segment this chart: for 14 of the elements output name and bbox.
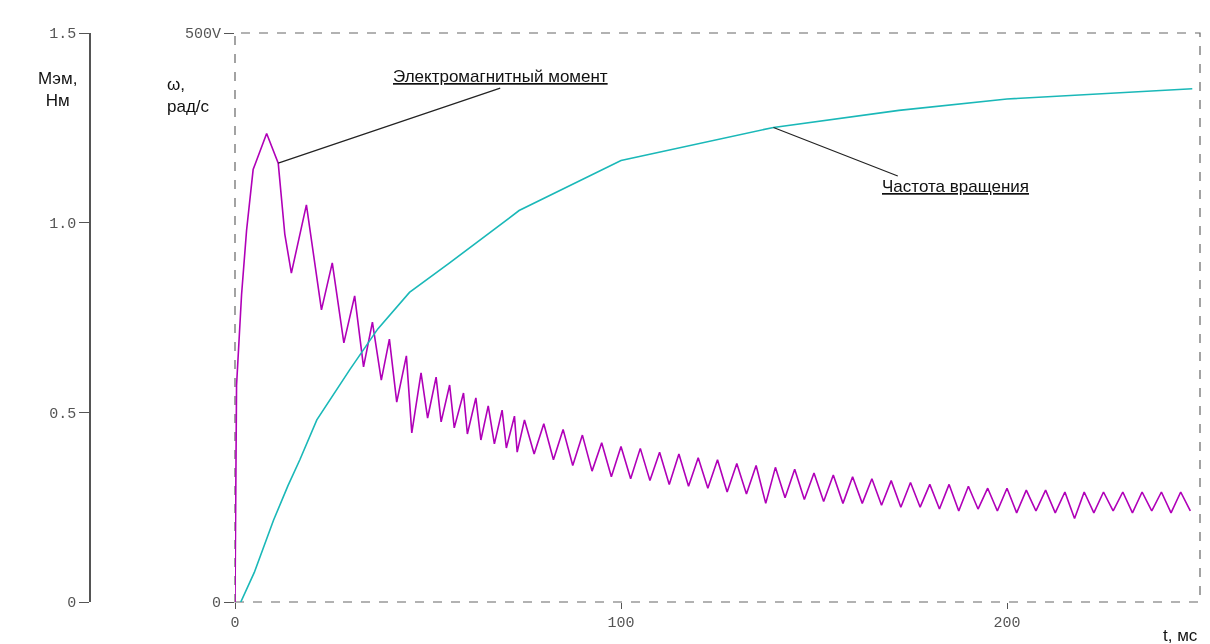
- annotation: Частота вращения: [882, 177, 1030, 196]
- x-tick-label: 0: [230, 615, 240, 632]
- x-tick-label: 200: [993, 615, 1021, 632]
- annotation: Электромагнитный момент: [393, 67, 608, 86]
- x-axis-title: t, мс: [1163, 626, 1198, 644]
- y-tick-label: 1.5: [49, 26, 77, 44]
- y-tick-label: 0.5: [49, 405, 77, 423]
- y-axis-title: Мэм, Нм: [38, 69, 78, 111]
- y-tick-label: 1.0: [49, 215, 77, 233]
- y2-tick-label: 500V: [184, 26, 221, 44]
- y2-axis-title: ω, рад/с: [167, 75, 210, 117]
- y2-tick-label: 0: [211, 595, 221, 613]
- y-tick-label: 0: [67, 595, 77, 613]
- x-tick-label: 100: [607, 615, 635, 632]
